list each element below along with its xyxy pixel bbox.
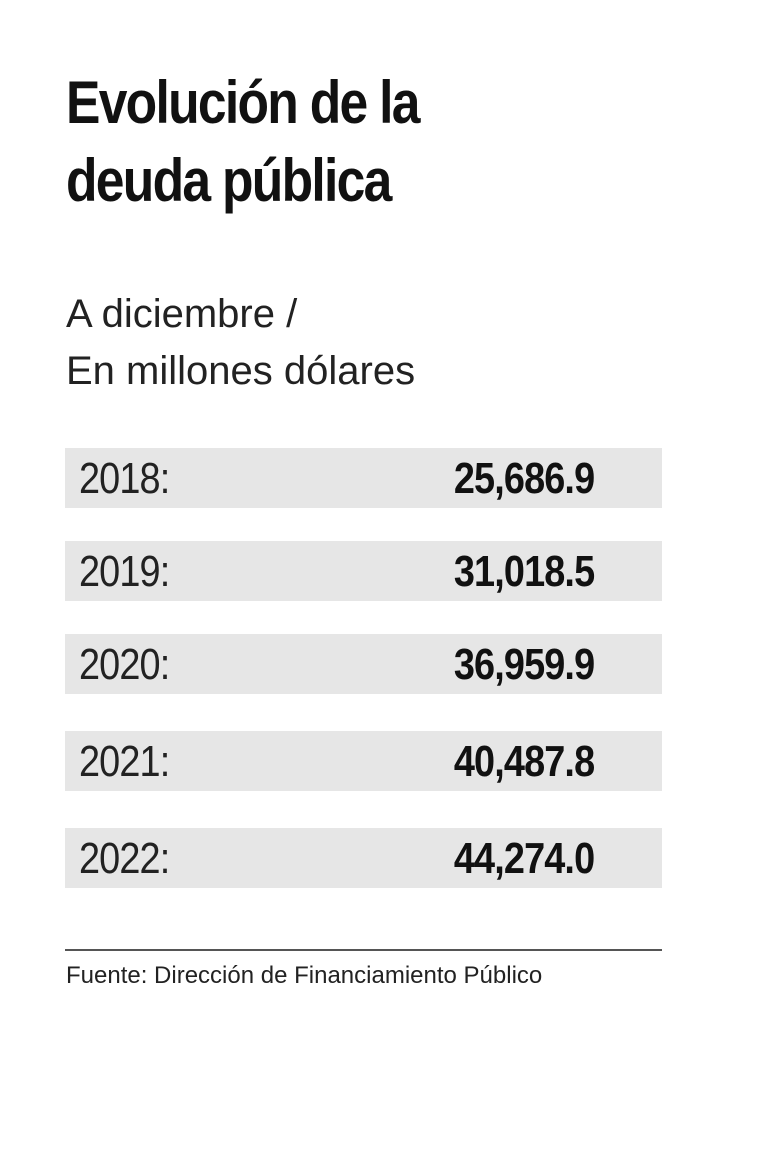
row-year: 2022: (79, 834, 170, 883)
row-year: 2018: (79, 454, 170, 503)
row-value: 31,018.5 (453, 547, 595, 596)
chart-title-line-1: Evolución de la (66, 69, 420, 136)
row-value: 40,487.8 (453, 737, 595, 786)
source-divider (65, 949, 662, 951)
row-year: 2021: (79, 737, 170, 786)
table-row-2019: 2019: 31,018.5 (65, 541, 662, 601)
chart-subtitle-line-1: A diciembre / (66, 292, 298, 336)
row-value: 25,686.9 (453, 454, 595, 503)
row-value: 44,274.0 (453, 834, 595, 883)
debt-table: 2018: 25,686.9 2019: 31,018.5 2020: 36,9… (65, 448, 662, 925)
table-row-2020: 2020: 36,959.9 (65, 634, 662, 694)
row-value: 36,959.9 (453, 640, 595, 689)
row-year: 2019: (79, 547, 170, 596)
chart-title-line-2: deuda pública (66, 147, 392, 214)
source-note: Fuente: Dirección de Financiamiento Públ… (66, 962, 543, 989)
table-row-2018: 2018: 25,686.9 (65, 448, 662, 508)
chart-subtitle: A diciembre / En millones dólares (66, 286, 415, 400)
table-row-2022: 2022: 44,274.0 (65, 828, 662, 888)
chart-subtitle-line-2: En millones dólares (66, 349, 416, 393)
table-row-2021: 2021: 40,487.8 (65, 731, 662, 791)
chart-title: Evolución de la deuda pública (66, 64, 420, 220)
row-year: 2020: (79, 640, 170, 689)
